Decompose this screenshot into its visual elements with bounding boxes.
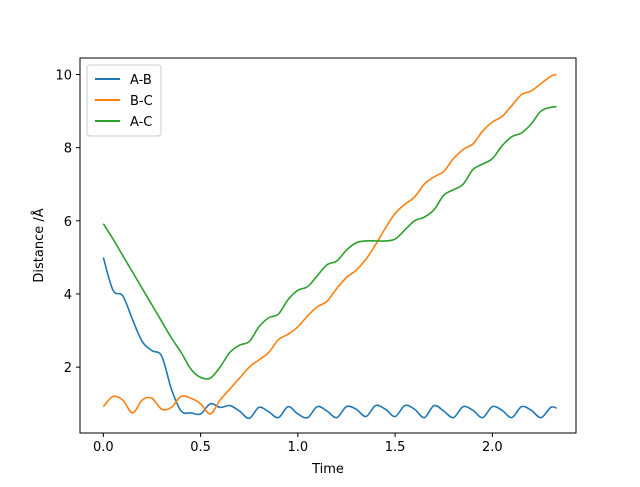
x-tick-label: 1.0 xyxy=(288,440,309,455)
series-line-a-c xyxy=(102,105,557,380)
legend-box xyxy=(86,64,162,137)
series-line-a-b xyxy=(102,257,557,420)
x-tick-label: 0.5 xyxy=(190,440,211,455)
legend-label: A-B xyxy=(130,73,152,88)
y-tick-label: 10 xyxy=(55,68,72,83)
plot-frame xyxy=(79,57,577,434)
y-axis-label: Distance /Å xyxy=(31,208,47,282)
series-line-b-c xyxy=(102,73,557,415)
series-layer xyxy=(102,73,557,420)
x-axis-ticks: 0.0 0.5 1.0 1.5 2.0 xyxy=(93,433,503,455)
y-tick-label: 8 xyxy=(64,142,72,157)
x-tick-label: 2.0 xyxy=(482,440,503,455)
x-axis-label: Time xyxy=(311,462,344,477)
x-tick-label: 0.0 xyxy=(93,440,114,455)
y-tick-label: 2 xyxy=(64,361,72,376)
y-axis-ticks: 2 4 6 8 10 xyxy=(55,68,80,376)
y-tick-label: 6 xyxy=(64,215,72,230)
y-tick-label: 4 xyxy=(64,288,72,303)
x-tick-label: 1.5 xyxy=(385,440,406,455)
legend-label: A-C xyxy=(130,115,152,130)
legend: A-B B-C A-C xyxy=(86,64,162,137)
legend-label: B-C xyxy=(130,94,153,109)
